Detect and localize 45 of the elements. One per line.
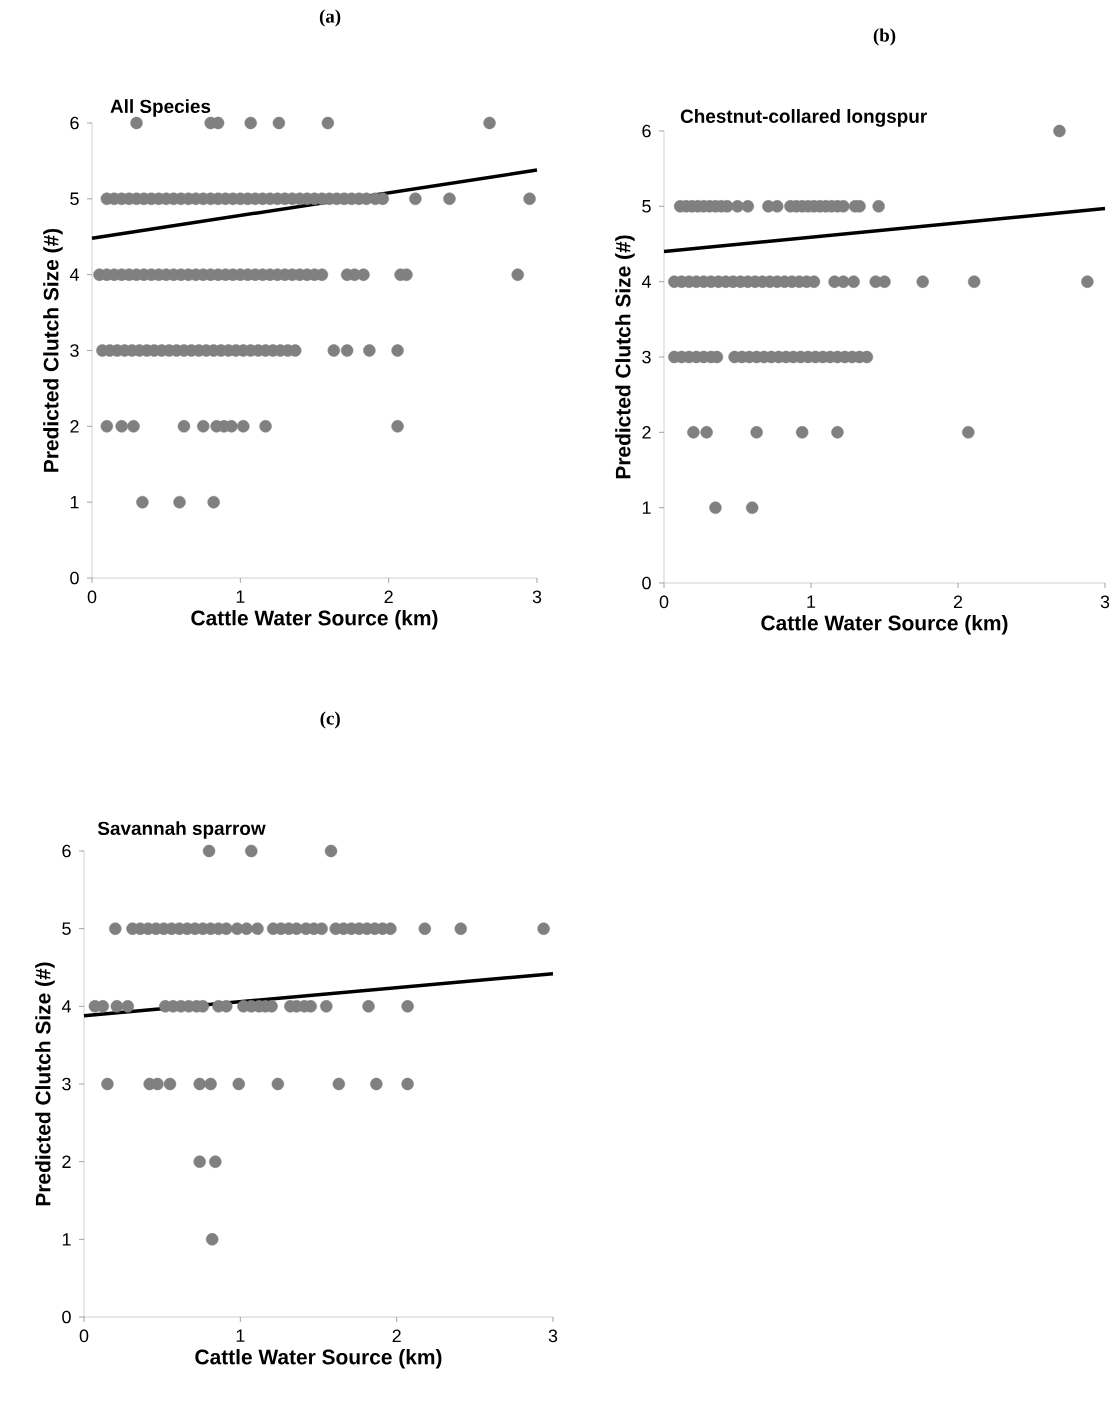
y-tick-label: 2 — [70, 420, 79, 433]
y-tick-label: 2 — [642, 426, 651, 439]
x-tick-label: 0 — [79, 1329, 89, 1343]
y-tick-label: 1 — [62, 1233, 71, 1246]
y-tick-label: 5 — [62, 922, 71, 935]
chart-subtitle: Savannah sparrow — [97, 821, 266, 839]
y-tick-label: 6 — [642, 124, 651, 138]
x-tick-label: 2 — [384, 590, 393, 604]
x-tick-label: 3 — [1100, 595, 1110, 609]
y-axis-title: Predicted Clutch Size (#) — [43, 228, 63, 472]
x-tick-label: 0 — [87, 590, 97, 604]
y-tick-label: 0 — [642, 576, 651, 590]
y-axis-title: Predicted Clutch Size (#) — [35, 962, 55, 1206]
x-tick-label: 1 — [236, 590, 245, 603]
y-tick-label: 5 — [642, 200, 651, 213]
y-tick-label: 5 — [70, 192, 79, 206]
y-tick-label: 1 — [70, 495, 79, 509]
x-axis-title: Cattle Water Source (km) — [191, 610, 438, 630]
y-tick-label: 0 — [62, 1310, 71, 1324]
y-tick-label: 2 — [62, 1155, 71, 1168]
y-tick-label: 3 — [70, 344, 79, 357]
x-tick-label: 3 — [548, 1329, 558, 1343]
chart-title: (a) — [319, 9, 341, 27]
y-tick-label: 4 — [641, 275, 651, 288]
x-tick-label: 1 — [807, 595, 816, 608]
x-tick-label: 2 — [953, 595, 963, 609]
x-tick-label: 2 — [392, 1329, 401, 1343]
x-tick-label: 1 — [236, 1329, 245, 1342]
y-axis-title: Predicted Clutch Size (#) — [615, 235, 635, 479]
x-axis-title: Cattle Water Source (km) — [195, 1349, 442, 1369]
x-tick-label: 3 — [532, 590, 542, 604]
chart-title: (b) — [873, 28, 896, 46]
y-tick-label: 0 — [70, 571, 79, 585]
y-tick-label: 3 — [642, 350, 651, 364]
x-tick-label: 0 — [659, 595, 669, 609]
chart-subtitle: Chestnut-collared longspur — [680, 109, 927, 127]
chart-subtitle: All Species — [110, 99, 211, 117]
y-tick-label: 1 — [642, 501, 651, 514]
y-tick-label: 3 — [62, 1077, 71, 1091]
x-axis-title: Cattle Water Source (km) — [761, 615, 1008, 635]
chart-title: (c) — [320, 711, 340, 729]
y-tick-label: 6 — [62, 844, 71, 858]
y-tick-label: 4 — [69, 268, 79, 281]
y-tick-label: 6 — [70, 116, 79, 130]
y-tick-label: 4 — [61, 1000, 71, 1013]
